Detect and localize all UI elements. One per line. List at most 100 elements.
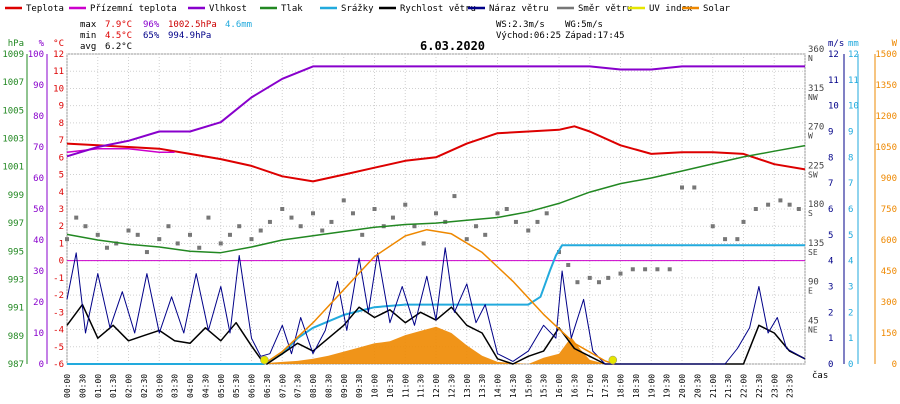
x-tick-label: 05:30	[232, 374, 241, 398]
direction-point	[587, 275, 592, 280]
x-tick-label: 21:00	[709, 374, 718, 398]
axis-solar-tick: 450	[881, 267, 897, 277]
direction-point	[329, 219, 334, 224]
x-tick-label: 09:00	[340, 374, 349, 398]
direction-point	[206, 215, 211, 220]
axis-temperature-tick: 4	[59, 188, 64, 198]
direction-point	[311, 211, 315, 216]
axis-wind-unit: m/s	[828, 39, 844, 49]
x-tick-label: 12:30	[447, 374, 456, 398]
axis-rain-tick: 11	[848, 76, 859, 86]
wind-wg: WG:5m/s	[565, 20, 603, 30]
direction-point	[483, 232, 488, 237]
direction-point	[473, 224, 478, 229]
axis-pressure-tick: 1005	[2, 106, 24, 116]
axis-direction-label: W	[808, 132, 813, 141]
direction-point	[249, 237, 254, 242]
axis-pressure-tick: 999	[8, 191, 24, 201]
axis-pressure-tick: 989	[8, 332, 24, 342]
direction-point	[667, 267, 672, 272]
axis-temperature-unit: °C	[53, 39, 64, 49]
axis-humidity-tick: 60	[33, 174, 44, 184]
axis-temperature-tick: 3	[59, 205, 64, 215]
direction-point	[618, 271, 623, 276]
legend-label: Tlak	[281, 4, 303, 14]
direction-point	[360, 232, 365, 237]
stats-avg-label: avg	[80, 42, 96, 52]
direction-point	[126, 228, 131, 233]
x-tick-label: 06:30	[263, 374, 272, 398]
axis-solar-unit: W	[892, 39, 898, 49]
axis-temperature-tick: 9	[59, 102, 64, 112]
axis-humidity-tick: 30	[33, 267, 44, 277]
legend-label: Vlhkost	[209, 4, 247, 14]
axis-humidity-tick: 80	[33, 112, 44, 122]
x-tick-label: 17:00	[586, 374, 595, 398]
axis-rain-tick: 0	[848, 360, 853, 370]
axis-direction-tick: 360	[808, 45, 824, 55]
axis-humidity-tick: 20	[33, 298, 44, 308]
direction-point	[188, 232, 192, 237]
direction-point	[596, 280, 601, 285]
x-tick-label: 13:00	[463, 374, 472, 398]
direction-point	[513, 219, 518, 224]
axis-wind-tick: 6	[828, 205, 833, 215]
axis-humidity-tick: 90	[33, 81, 44, 91]
legend-label: Srážky	[341, 4, 374, 14]
direction-point	[566, 262, 571, 267]
series-tlak	[66, 144, 806, 254]
axis-wind-tick: 8	[828, 153, 833, 163]
direction-point	[692, 185, 697, 190]
x-tick-label: 00:00	[63, 374, 72, 398]
stats-min-temp: 4.5°C	[105, 31, 132, 41]
axis-rain-tick: 6	[848, 205, 853, 215]
x-tick-label: 00:30	[78, 374, 87, 398]
axis-temperature-tick: -4	[53, 326, 64, 336]
axis-temperature-tick: -1	[53, 274, 64, 284]
direction-point	[655, 267, 660, 272]
x-tick-label: 07:00	[278, 374, 287, 398]
direction-point	[175, 241, 180, 246]
x-tick-label: 23:00	[770, 374, 779, 398]
x-tick-label: 08:00	[309, 374, 318, 398]
direction-point	[606, 275, 611, 280]
x-tick-label: 04:00	[186, 374, 195, 398]
axis-wind-tick: 4	[828, 257, 833, 267]
stats-max-label: max	[80, 20, 97, 30]
axis-direction-label: NW	[808, 93, 818, 102]
direction-point	[464, 237, 469, 242]
axis-pressure-tick: 1001	[2, 163, 24, 173]
axis-temperature-tick: 5	[59, 171, 64, 181]
axis-direction-tick: 90	[808, 278, 819, 288]
axis-wind-tick: 3	[828, 283, 833, 293]
direction-point	[280, 207, 285, 211]
direction-point	[166, 224, 171, 229]
axis-temperature-tick: -3	[53, 308, 64, 318]
series-vlhkost	[66, 65, 805, 158]
direction-point	[218, 241, 223, 246]
axis-wind-tick: 12	[828, 50, 839, 60]
stats-min-humidity: 65%	[143, 31, 160, 41]
axis-rain-tick: 3	[848, 283, 853, 293]
sun-marker	[260, 355, 269, 365]
x-tick-label: 14:30	[509, 374, 518, 398]
axis-temperature-tick: 2	[59, 222, 64, 232]
direction-point	[237, 224, 242, 229]
legend-label: Rychlost větru	[400, 4, 476, 14]
direction-point	[372, 207, 377, 211]
x-tick-label: 10:00	[371, 374, 380, 398]
axis-humidity-tick: 50	[33, 205, 44, 215]
x-tick-label: 16:00	[555, 374, 564, 398]
axis-pressure-unit: hPa	[8, 39, 24, 49]
wind-ws: WS:2.3m/s	[496, 20, 545, 30]
axis-direction-tick: 315	[808, 84, 824, 94]
legend-label: Směr větru	[578, 4, 632, 14]
x-tick-label: 07:30	[294, 374, 303, 398]
stats-min-pressure: 994.9hPa	[168, 31, 211, 41]
series-rychlost-větru	[66, 303, 806, 365]
direction-point	[258, 228, 263, 233]
axis-solar-tick: 300	[881, 298, 897, 308]
stats-avg-temp: 6.2°C	[105, 42, 132, 52]
axis-temperature-tick: 7	[59, 136, 64, 146]
